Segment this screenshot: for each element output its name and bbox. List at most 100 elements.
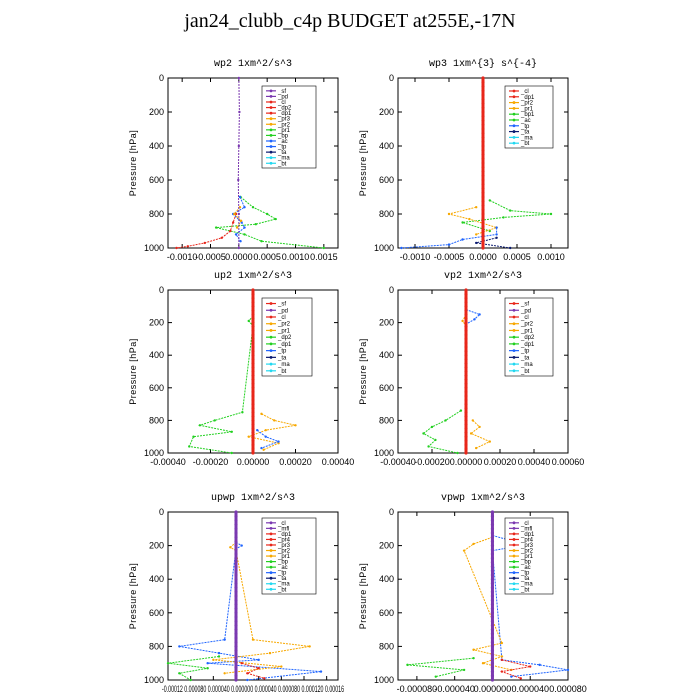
legend-marker (269, 369, 273, 373)
series-line (233, 206, 242, 228)
y-tick-label: 1000 (144, 675, 164, 685)
series-marker (490, 527, 495, 531)
series-marker (237, 246, 241, 250)
series-marker (251, 451, 255, 455)
series-marker (464, 406, 468, 410)
series-marker (234, 615, 238, 619)
series-marker (234, 649, 238, 653)
y-axis-label: Pressure [hPa] (358, 130, 368, 197)
legend-label: _cl (277, 315, 286, 321)
y-tick-label: 800 (379, 641, 394, 651)
legend-marker (512, 130, 516, 133)
series-marker (280, 665, 283, 668)
legend-label: _ta (277, 150, 287, 156)
series-marker (260, 240, 263, 243)
legend-marker (512, 362, 516, 366)
y-tick-label: 600 (379, 608, 394, 618)
x-tick-label: 0.000000 (474, 684, 512, 694)
legend-label: _bt (520, 141, 530, 147)
legend-label: _dp1 (277, 532, 292, 538)
panel-title: wp2 1xm^2/s^3 (214, 58, 292, 70)
legend-label: _bt (277, 161, 287, 167)
x-tick-label: 0.0000 (469, 252, 497, 262)
series-marker (239, 219, 243, 222)
series-marker (251, 394, 255, 398)
series-marker (251, 292, 255, 296)
series-line (237, 77, 240, 248)
series-marker (481, 237, 485, 242)
series-line (463, 536, 512, 671)
series-marker (234, 674, 238, 678)
legend-marker (269, 538, 273, 541)
plot-frame (397, 511, 569, 681)
legend-marker (269, 362, 273, 366)
legend-marker (269, 329, 273, 332)
x-tick-label: -0.00040 (380, 457, 416, 467)
x-tick-label: 0.00000 (237, 457, 270, 467)
legend-label: _pr1 (277, 554, 291, 560)
series-marker (178, 645, 181, 648)
legend-marker (269, 532, 273, 536)
series-marker (264, 428, 267, 432)
panel-title: vpwp 1xm^2/s^3 (441, 492, 525, 504)
series-marker (251, 435, 255, 439)
x-tick-label: -0.0010 (167, 252, 198, 262)
series-marker (447, 212, 451, 216)
legend-label: _bt (277, 369, 287, 375)
y-axis-label: Pressure [hPa] (358, 563, 368, 630)
legend-label: _pr2 (277, 122, 291, 128)
series-line (256, 429, 280, 449)
series-marker (251, 337, 255, 341)
legend-marker (512, 538, 516, 541)
series-line (470, 420, 492, 449)
legend-marker (512, 329, 516, 332)
series-marker (475, 241, 478, 245)
y-tick-label: 800 (149, 641, 164, 651)
series-marker (234, 644, 238, 649)
series-marker (490, 649, 495, 653)
series-marker (234, 523, 238, 527)
series-marker (206, 662, 209, 665)
legend-marker (512, 302, 516, 305)
series-marker (490, 569, 495, 573)
series-marker (481, 242, 485, 246)
series-marker (490, 552, 495, 556)
series-marker (481, 97, 485, 101)
series-marker (481, 80, 485, 84)
plot-frame (397, 289, 569, 454)
legend-label: _pr3 (277, 543, 291, 549)
legend-label: _cl (277, 521, 286, 527)
legend-label: _sf (277, 89, 286, 95)
series-marker (490, 514, 495, 518)
series-marker (251, 638, 255, 641)
legend-label: _tp (520, 124, 530, 130)
series-marker (490, 523, 495, 527)
legend-marker (512, 543, 516, 547)
series-marker (217, 651, 221, 655)
series-marker (238, 195, 242, 199)
x-tick-label: 0.0010 (282, 252, 310, 262)
x-tick-label: -0.000040 (434, 684, 475, 694)
y-tick-label: 1000 (374, 675, 394, 685)
series-line (465, 309, 481, 325)
legend-marker (269, 571, 273, 575)
series-marker (473, 318, 476, 321)
legend-marker (269, 302, 273, 305)
y-tick-label: 200 (379, 318, 394, 328)
series-marker (472, 542, 475, 546)
series-marker (203, 241, 207, 245)
series-marker (464, 349, 468, 353)
x-tick-label: 0.00000 (450, 457, 483, 467)
legend-label: _ma (277, 582, 290, 588)
series-marker (464, 308, 468, 312)
legend-label: _dp2 (277, 335, 292, 341)
series-marker (247, 435, 250, 438)
series-marker (502, 216, 505, 219)
y-tick-label: 200 (379, 107, 394, 117)
series-marker (256, 428, 259, 432)
series-marker (237, 212, 241, 216)
series-marker (251, 365, 255, 370)
series-marker (464, 422, 468, 427)
series-marker (464, 418, 468, 422)
y-tick-label: 1000 (144, 243, 164, 253)
